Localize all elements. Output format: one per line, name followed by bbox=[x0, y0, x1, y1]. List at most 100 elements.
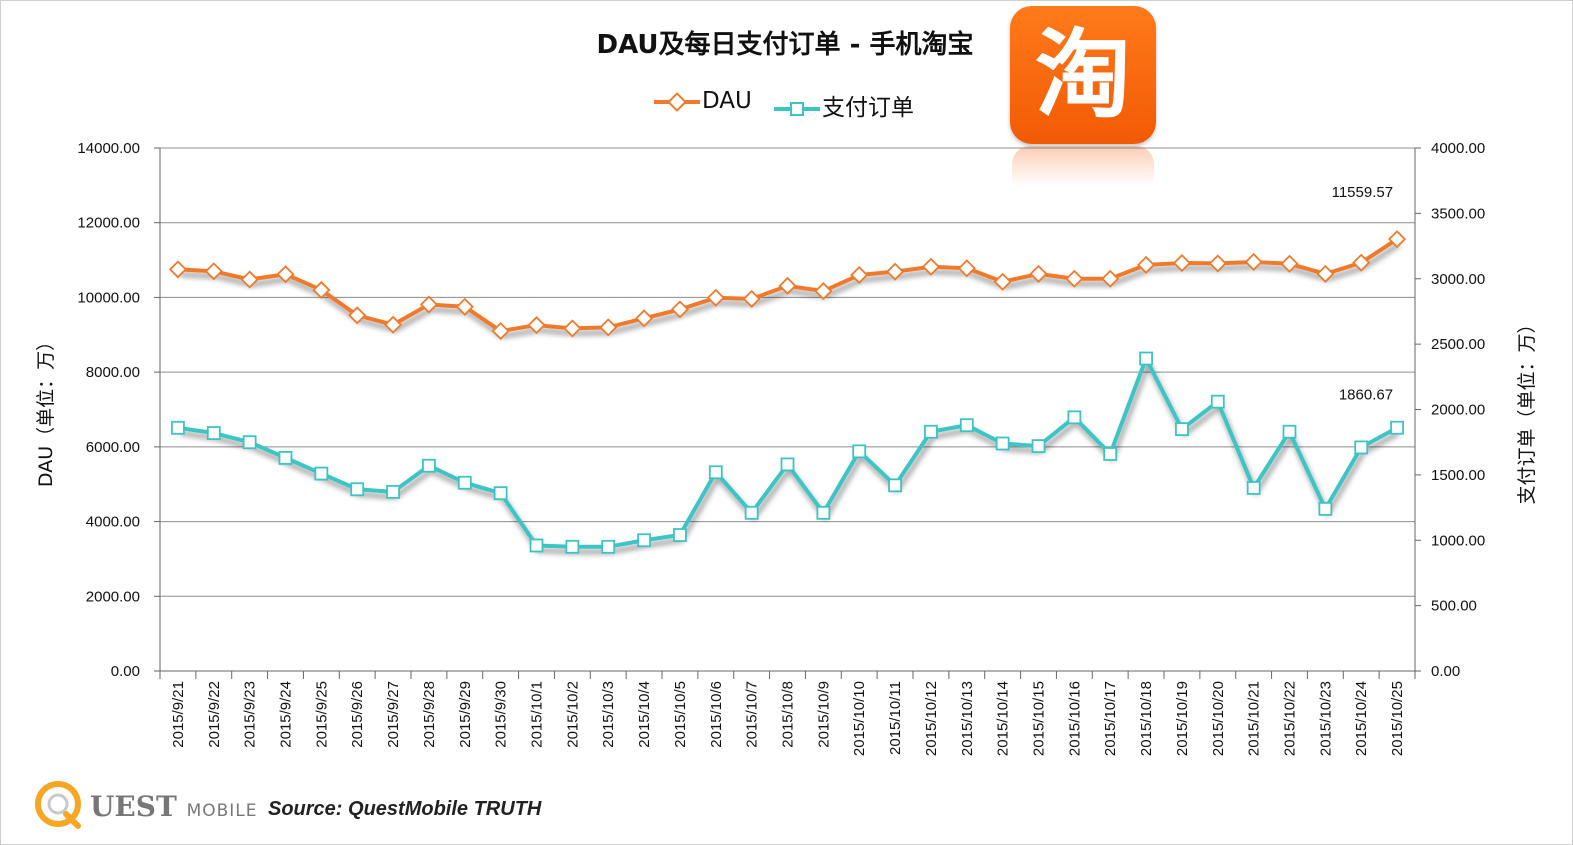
y-right-tick-label: 3500.00 bbox=[1431, 205, 1485, 222]
y-left-tick-label: 10000.00 bbox=[77, 289, 140, 306]
y-left-tick-label: 12000.00 bbox=[77, 215, 140, 232]
data-point-orders bbox=[314, 466, 329, 481]
y-left-tick-label: 14000.00 bbox=[77, 140, 140, 157]
legend-orders-label: 支付订单 bbox=[822, 95, 914, 121]
data-point-dau bbox=[312, 280, 331, 300]
x-tick-label: 2015/10/24 bbox=[1353, 681, 1370, 756]
x-tick-label: 2015/10/8 bbox=[780, 681, 797, 748]
data-point-orders bbox=[744, 505, 759, 520]
data-point-dau bbox=[635, 309, 654, 328]
x-tick-label: 2015/10/15 bbox=[1031, 681, 1048, 756]
y-right-tick-label: 4000.00 bbox=[1431, 140, 1485, 157]
data-point-dau bbox=[886, 262, 905, 281]
x-tick-label: 2015/10/11 bbox=[887, 681, 904, 755]
data-label-orders: 1860.67 bbox=[1339, 387, 1393, 404]
data-point-dau bbox=[1388, 230, 1407, 249]
data-label-dau: 11559.57 bbox=[1332, 184, 1393, 201]
x-tick-label: 2015/9/22 bbox=[206, 681, 223, 748]
x-tick-label: 2015/10/23 bbox=[1317, 681, 1334, 756]
y-left-tick-label: 2000.00 bbox=[86, 588, 140, 605]
series-line-orders bbox=[177, 356, 1399, 549]
data-point-dau bbox=[455, 297, 474, 316]
y-right-tick-label: 500.00 bbox=[1431, 598, 1477, 615]
data-point-dau bbox=[706, 288, 725, 307]
data-point-orders bbox=[637, 533, 651, 548]
data-point-orders bbox=[673, 528, 687, 542]
x-tick-label: 2015/10/14 bbox=[995, 681, 1012, 756]
x-tick-label: 2015/10/20 bbox=[1210, 681, 1227, 756]
data-point-dau bbox=[957, 259, 976, 278]
data-point-orders bbox=[529, 538, 544, 553]
data-point-orders bbox=[1354, 440, 1369, 455]
data-point-orders bbox=[278, 450, 293, 465]
y-left-tick-label: 4000.00 bbox=[86, 514, 140, 531]
x-tick-label: 2015/9/25 bbox=[313, 681, 330, 748]
questmobile-logo: UEST MOBILE bbox=[32, 776, 262, 832]
data-point-dau bbox=[1316, 264, 1335, 283]
data-point-orders bbox=[350, 482, 365, 497]
x-tick-label: 2015/9/21 bbox=[170, 681, 187, 748]
data-point-orders bbox=[457, 475, 472, 490]
data-point-dau bbox=[563, 319, 582, 338]
x-tick-label: 2015/10/25 bbox=[1389, 681, 1406, 756]
data-point-dau bbox=[742, 289, 761, 308]
y-right-tick-label: 1000.00 bbox=[1431, 532, 1485, 549]
data-point-orders bbox=[852, 444, 867, 459]
data-point-dau bbox=[384, 315, 403, 334]
y-left-axis-title: DAU（单位：万） bbox=[35, 332, 57, 487]
data-point-dau bbox=[204, 262, 223, 281]
x-tick-label: 2015/9/28 bbox=[421, 681, 438, 748]
data-point-dau bbox=[1029, 264, 1048, 283]
legend-dau-marker bbox=[654, 91, 700, 112]
data-point-dau bbox=[599, 318, 618, 337]
data-point-orders bbox=[708, 465, 723, 480]
y-right-tick-label: 3000.00 bbox=[1431, 271, 1485, 288]
data-point-orders bbox=[565, 539, 580, 554]
data-point-dau bbox=[1172, 254, 1191, 273]
y-left-tick-label: 6000.00 bbox=[86, 439, 140, 456]
y-right-tick-label: 0.00 bbox=[1431, 663, 1460, 680]
logo-text: UEST bbox=[90, 790, 177, 823]
x-tick-label: 2015/10/18 bbox=[1138, 681, 1155, 756]
legend-dau-label: DAU bbox=[702, 88, 752, 114]
y-right-tick-label: 1500.00 bbox=[1431, 467, 1485, 484]
x-tick-label: 2015/10/3 bbox=[600, 681, 617, 748]
data-point-orders bbox=[1031, 439, 1046, 454]
x-tick-label: 2015/9/26 bbox=[349, 681, 366, 748]
x-tick-label: 2015/10/7 bbox=[744, 681, 761, 748]
data-point-orders bbox=[1067, 410, 1082, 425]
data-point-orders bbox=[1282, 424, 1297, 439]
data-point-dau bbox=[1208, 254, 1227, 273]
data-point-dau bbox=[921, 257, 940, 276]
data-point-orders bbox=[242, 435, 257, 450]
y-right-axis-title: 支付订单（单位：万） bbox=[1516, 314, 1538, 504]
data-point-dau bbox=[1101, 269, 1120, 288]
logo-q-icon bbox=[35, 781, 81, 829]
data-point-dau bbox=[778, 276, 797, 295]
x-tick-label: 2015/9/27 bbox=[385, 681, 402, 748]
data-point-dau bbox=[240, 270, 259, 289]
x-tick-label: 2015/10/12 bbox=[923, 681, 940, 756]
data-point-dau bbox=[1280, 254, 1299, 273]
data-point-orders bbox=[1210, 394, 1225, 409]
logo-subtext: MOBILE bbox=[186, 801, 258, 821]
data-point-orders bbox=[601, 539, 616, 554]
data-point-dau bbox=[1352, 253, 1371, 272]
data-point-dau bbox=[419, 295, 438, 314]
data-point-orders bbox=[995, 436, 1010, 451]
x-tick-label: 2015/10/13 bbox=[959, 681, 976, 756]
x-tick-label: 2015/10/17 bbox=[1102, 681, 1119, 756]
data-point-dau bbox=[993, 272, 1012, 291]
x-tick-label: 2015/10/5 bbox=[672, 681, 689, 748]
y-right-tick-label: 2000.00 bbox=[1431, 402, 1485, 419]
y-left-tick-label: 0.00 bbox=[111, 663, 140, 680]
data-point-dau bbox=[491, 321, 510, 341]
x-tick-label: 2015/9/29 bbox=[457, 681, 474, 748]
data-point-dau bbox=[527, 316, 546, 335]
x-tick-label: 2015/10/4 bbox=[636, 681, 653, 748]
logo-wordmark: UEST MOBILE bbox=[90, 790, 258, 823]
x-tick-label: 2015/10/21 bbox=[1246, 681, 1263, 756]
legend-item-dau: DAU bbox=[652, 88, 752, 114]
data-point-orders bbox=[1318, 501, 1333, 516]
